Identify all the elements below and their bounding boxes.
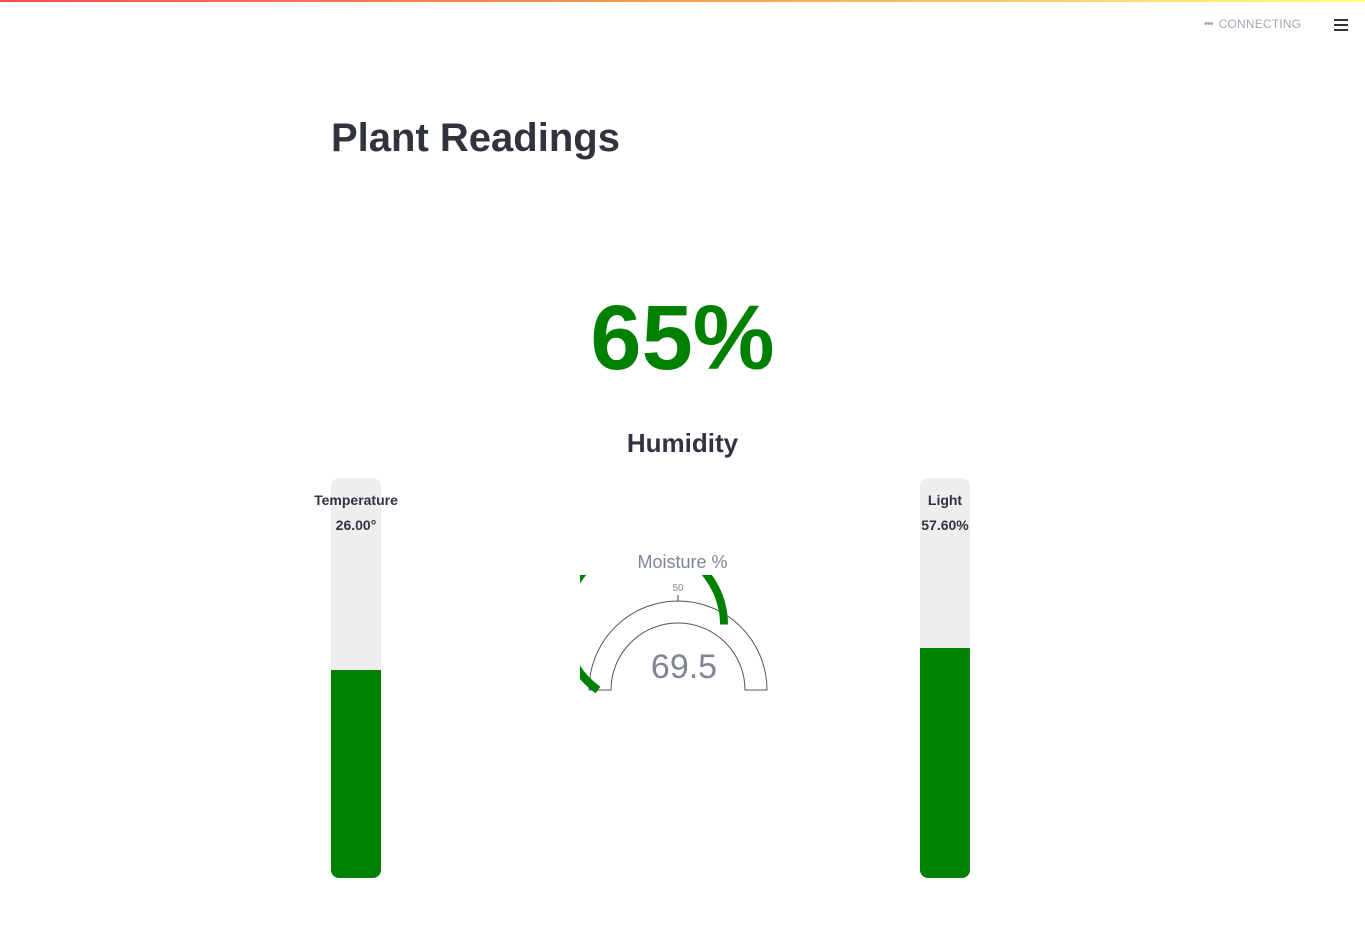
light-value: 57.60% [921,517,969,533]
page-title: Plant Readings [331,116,620,160]
moisture-gauge-value: 69.5 [651,648,717,686]
humidity-value: 65% [590,287,775,389]
light-bar [920,478,970,878]
connection-status: ••• CONNECTING [1204,17,1301,31]
status-text: CONNECTING [1218,17,1302,31]
moisture-gauge: 50 69.5 [580,575,768,694]
temperature-label: Temperature [314,492,398,508]
moisture-gauge-title: Moisture % [637,552,728,572]
temperature-bar-fill [331,670,381,878]
temperature-value: 26.00° [335,517,377,533]
ellipsis-icon: ••• [1204,18,1214,30]
main-menu-button[interactable] [1328,14,1354,36]
humidity-label: Humidity [626,428,739,458]
moisture-gauge-tick-label: 50 [672,583,684,594]
moisture-gauge-value-arc [580,575,728,694]
top-decoration-bar [0,0,1365,2]
hamburger-menu-icon [1334,19,1348,21]
hamburger-line [1334,24,1348,26]
moisture-gauge-track [588,600,768,691]
temperature-bar [331,478,381,878]
hamburger-line [1334,29,1348,31]
light-label: Light [927,492,963,508]
light-bar-fill [920,647,970,878]
